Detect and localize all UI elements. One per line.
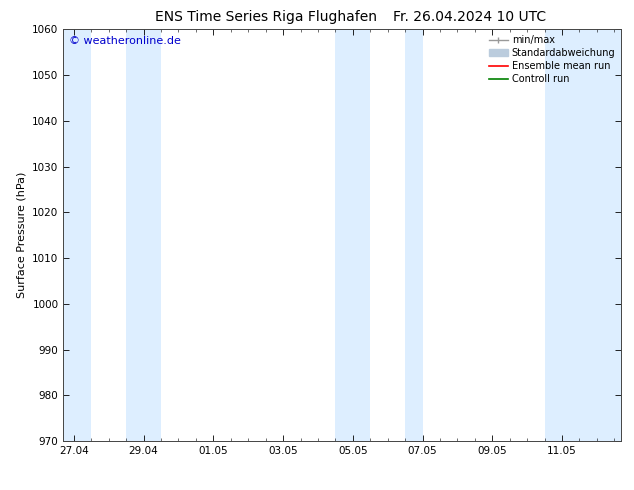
Bar bbox=[335, 29, 370, 441]
Text: © weatheronline.de: © weatheronline.de bbox=[69, 36, 181, 46]
Bar bbox=[405, 29, 422, 441]
Bar bbox=[126, 29, 161, 441]
Y-axis label: Surface Pressure (hPa): Surface Pressure (hPa) bbox=[16, 172, 27, 298]
Text: ENS Time Series Riga Flughafen: ENS Time Series Riga Flughafen bbox=[155, 10, 377, 24]
Bar bbox=[63, 29, 91, 441]
Legend: min/max, Standardabweichung, Ensemble mean run, Controll run: min/max, Standardabweichung, Ensemble me… bbox=[484, 31, 619, 88]
Text: Fr. 26.04.2024 10 UTC: Fr. 26.04.2024 10 UTC bbox=[392, 10, 546, 24]
Bar bbox=[545, 29, 621, 441]
